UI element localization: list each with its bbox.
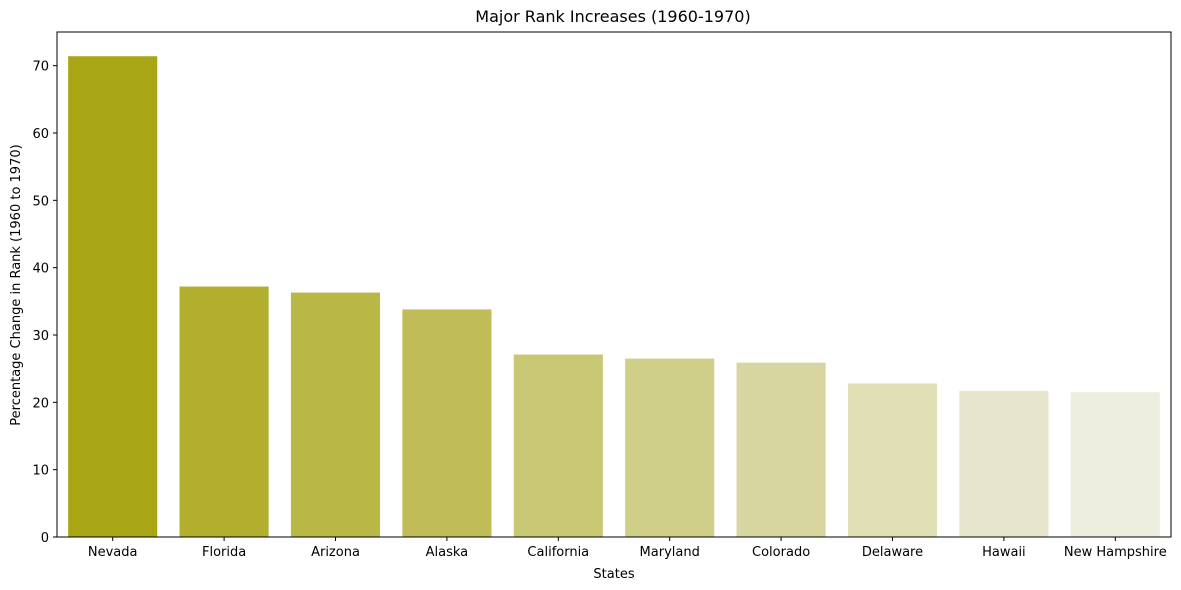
y-tick-label: 70 (32, 60, 49, 75)
x-tick-label: Arizona (311, 545, 360, 560)
plot-frame (56, 31, 1172, 538)
x-axis-label: States (593, 567, 634, 582)
bar-maryland (625, 358, 715, 537)
y-tick-label: 40 (32, 262, 49, 277)
y-tick-label: 20 (32, 396, 49, 411)
bar-arizona (290, 292, 381, 537)
x-axis: Nevada Florida Arizona Alaska California Mary… (88, 537, 1167, 560)
x-tick-label: Maryland (640, 545, 700, 560)
bar-delaware (847, 383, 938, 537)
y-tick-label: 60 (32, 127, 49, 142)
bar-nevada (68, 56, 158, 538)
bar-florida (179, 286, 269, 537)
y-tick-label: 50 (32, 194, 49, 209)
y-axis-label: Percentage Change in Rank (1960 to 1970) (9, 144, 24, 425)
chart-title: Major Rank Increases (1960-1970) (475, 7, 750, 26)
bar-alaska (402, 309, 492, 537)
x-tick-label: Alaska (426, 545, 469, 560)
bar-hawaii (959, 390, 1049, 537)
y-tick-label: 30 (32, 329, 49, 344)
x-tick-label: Delaware (862, 545, 923, 560)
y-tick-label: 0 (41, 531, 49, 546)
bars-group (68, 56, 1160, 538)
bar-california (513, 354, 603, 537)
x-tick-label: Hawaii (982, 545, 1026, 560)
y-axis: 0 10 20 30 40 50 60 70 (32, 60, 57, 546)
bar-new-hampshire (1070, 392, 1160, 537)
x-tick-label: Colorado (752, 545, 810, 560)
x-tick-label: Florida (202, 545, 246, 560)
bar-colorado (736, 362, 826, 537)
x-tick-label: New Hampshire (1064, 545, 1167, 560)
x-tick-label: Nevada (88, 545, 138, 560)
x-tick-label: California (527, 545, 589, 560)
y-tick-label: 10 (32, 464, 49, 479)
